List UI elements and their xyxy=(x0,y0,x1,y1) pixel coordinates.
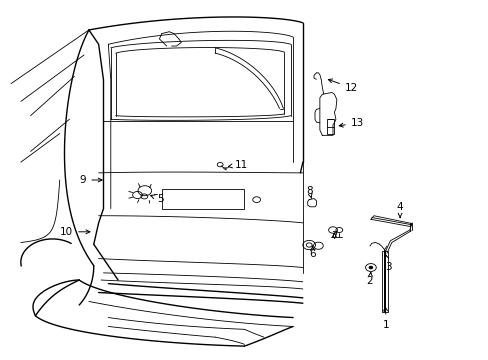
Text: 11: 11 xyxy=(228,159,247,170)
Text: 5: 5 xyxy=(150,194,164,204)
Text: 1: 1 xyxy=(383,307,389,330)
Text: 10: 10 xyxy=(60,227,90,237)
Text: 2: 2 xyxy=(366,273,372,286)
Text: 13: 13 xyxy=(339,118,363,128)
Text: 9: 9 xyxy=(80,175,102,185)
Text: 7: 7 xyxy=(330,231,337,241)
Text: 8: 8 xyxy=(305,186,312,198)
Text: 12: 12 xyxy=(327,79,357,93)
Text: 6: 6 xyxy=(308,246,315,259)
Bar xyxy=(381,251,387,312)
Circle shape xyxy=(368,266,372,269)
Text: 4: 4 xyxy=(396,202,403,217)
Bar xyxy=(162,189,244,208)
Bar xyxy=(326,118,334,134)
Text: 3: 3 xyxy=(384,255,391,272)
